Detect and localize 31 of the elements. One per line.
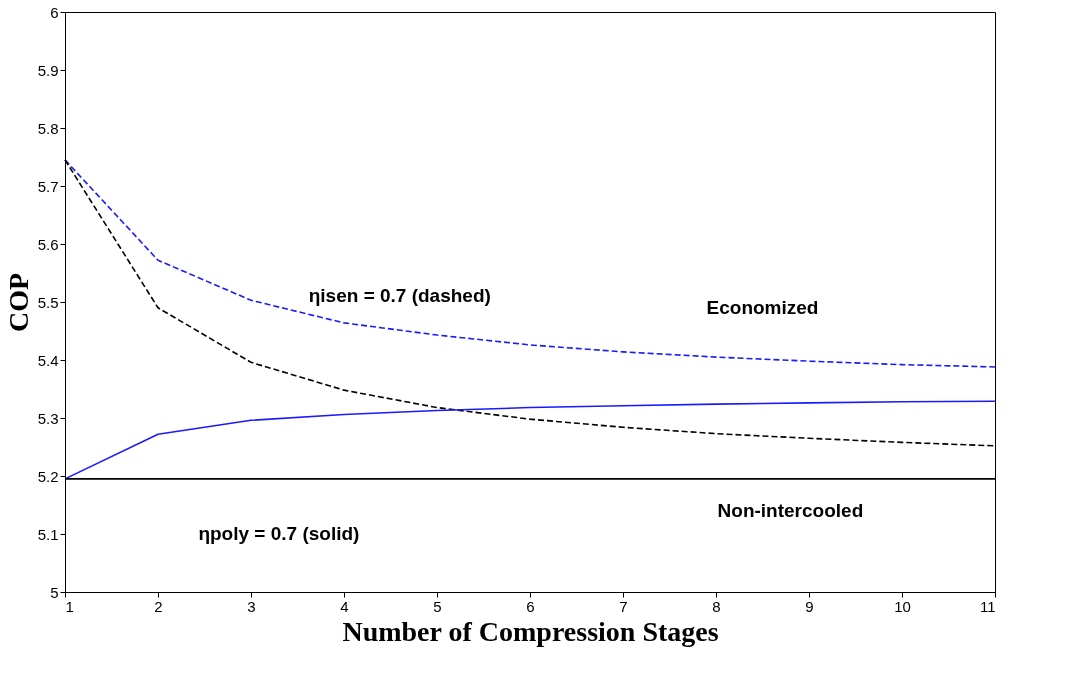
x-tick-label: 2 [154, 597, 163, 615]
y-tick-label: 5 [50, 583, 59, 601]
y-tick-label: 6 [50, 3, 59, 21]
x-tick-label: 6 [526, 597, 535, 615]
y-tick-label: 5.8 [37, 119, 59, 137]
line-series [64, 400, 996, 480]
annotation: Economized [706, 296, 819, 318]
y-tick-label: 5.2 [37, 467, 59, 485]
x-tick-label: 4 [340, 597, 349, 615]
x-tick-label: 10 [894, 597, 911, 615]
x-tick-label: 9 [805, 597, 814, 615]
x-tick-label: 8 [712, 597, 721, 615]
annotation: Non-intercooled [717, 499, 864, 521]
x-tick-label: 7 [619, 597, 628, 615]
y-tick-label: 5.5 [37, 293, 59, 311]
y-tick-label: 5.9 [37, 61, 59, 79]
y-tick-label: 5.1 [37, 525, 59, 543]
line-series [64, 159, 996, 368]
y-tick-label: 5.6 [37, 235, 59, 253]
y-axis-title: COP [2, 272, 34, 333]
annotation: ηpoly = 0.7 (solid) [198, 523, 360, 544]
x-tick-label: 3 [247, 597, 256, 615]
x-tick-label: 11 [979, 597, 996, 615]
annotation: ηisen = 0.7 (dashed) [308, 285, 491, 307]
x-tick-label: 1 [65, 597, 74, 615]
line-series [64, 159, 996, 447]
y-tick-label: 5.3 [37, 409, 59, 427]
y-tick-label: 5.7 [37, 177, 59, 195]
y-tick-label: 5.4 [37, 351, 59, 369]
x-axis-title: Number of Compression Stages [342, 615, 719, 647]
x-tick-label: 5 [433, 597, 442, 615]
